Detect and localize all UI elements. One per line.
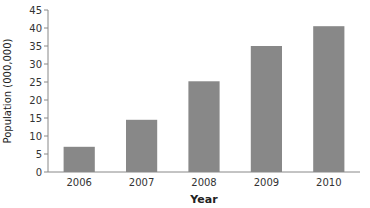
y-tick-label: 40 <box>29 23 42 34</box>
y-tick <box>44 28 48 29</box>
x-tick-label: 2010 <box>316 177 341 188</box>
y-tick <box>44 172 48 173</box>
y-tick-label: 35 <box>29 41 42 52</box>
y-tick <box>44 82 48 83</box>
y-tick <box>44 154 48 155</box>
y-tick <box>44 64 48 65</box>
x-tick-label: 2006 <box>66 177 91 188</box>
y-tick <box>44 136 48 137</box>
y-tick-label: 5 <box>36 149 42 160</box>
bar <box>188 81 219 172</box>
y-tick <box>44 46 48 47</box>
bar <box>313 26 344 172</box>
y-tick-label: 45 <box>29 5 42 16</box>
x-tick-label: 2009 <box>254 177 279 188</box>
y-tick-label: 30 <box>29 59 42 70</box>
x-tick-label: 2007 <box>129 177 154 188</box>
bar <box>251 46 282 172</box>
y-axis-line <box>48 10 49 172</box>
y-tick-label: 25 <box>29 77 42 88</box>
y-axis-label: Population (000,000) <box>2 38 13 143</box>
y-tick-label: 0 <box>36 167 42 178</box>
y-tick <box>44 100 48 101</box>
chart-container: 0 5 10 15 20 25 30 35 40 45 2006 2007 2008 2009 2010 Ye… <box>0 0 370 208</box>
chart-svg: 0 5 10 15 20 25 30 35 40 45 2006 2007 2008 2009 2010 Ye… <box>0 0 370 208</box>
y-tick-label: 15 <box>29 113 42 124</box>
bar <box>64 147 95 172</box>
x-tick-label: 2008 <box>191 177 216 188</box>
x-axis-line <box>48 172 360 173</box>
y-tick <box>44 118 48 119</box>
bar <box>126 120 157 172</box>
bars <box>64 26 345 172</box>
x-axis-label: Year <box>189 193 218 206</box>
y-tick-label: 10 <box>29 131 42 142</box>
y-tick <box>44 10 48 11</box>
y-tick-label: 20 <box>29 95 42 106</box>
